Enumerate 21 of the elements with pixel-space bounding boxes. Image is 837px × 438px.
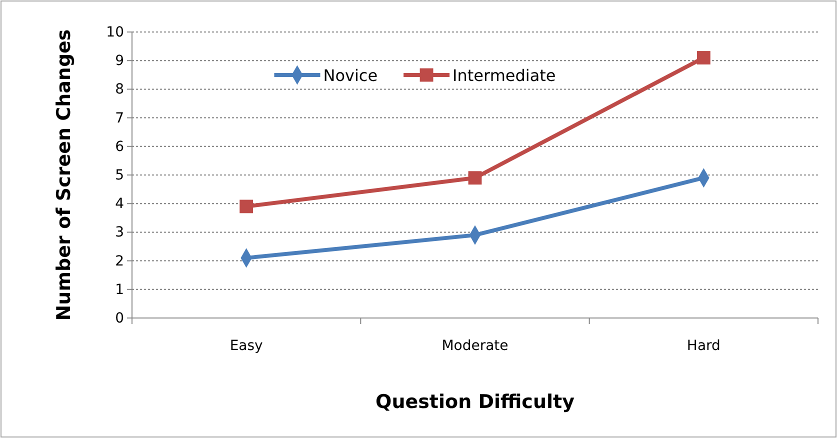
x-tick-label: Moderate [442, 338, 508, 354]
y-tick-label: 1 [115, 282, 124, 298]
y-tick-label: 10 [106, 24, 124, 40]
y-tick-label: 6 [115, 138, 124, 155]
point [240, 200, 254, 214]
point [468, 171, 482, 185]
y-tick-label: 3 [115, 224, 124, 241]
legend-label: Novice [323, 66, 378, 85]
y-tick-label: 9 [115, 53, 124, 70]
x-tick-label: Easy [230, 338, 263, 354]
y-tick-label: 4 [115, 196, 124, 212]
x-axis-title: Question Difficulty [376, 391, 576, 413]
y-tick-label: 5 [115, 167, 124, 184]
legend-label: Intermediate [452, 66, 556, 85]
point [696, 51, 710, 64]
y-tick-label: 7 [115, 110, 124, 126]
y-tick-label: 8 [115, 82, 124, 98]
y-tick-label: 2 [115, 253, 124, 270]
y-axis-title: Number of Screen Changes [53, 29, 75, 321]
x-tick-label: Hard [686, 338, 720, 354]
y-tick-label: 0 [115, 310, 124, 326]
